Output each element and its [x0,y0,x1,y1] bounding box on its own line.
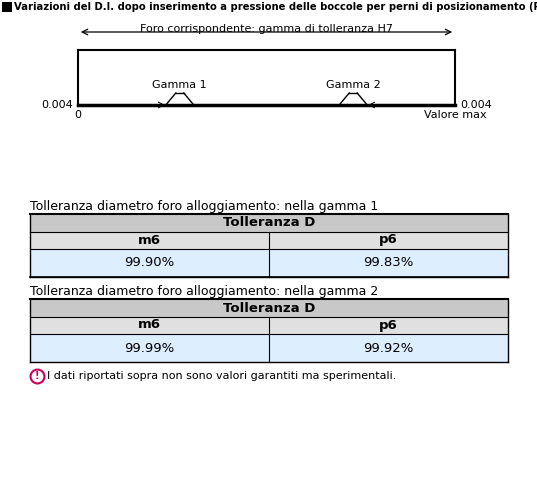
Text: Tolleranza diametro foro alloggiamento: nella gamma 1: Tolleranza diametro foro alloggiamento: … [30,200,378,213]
Text: Foro corrispondente: gamma di tolleranza H7: Foro corrispondente: gamma di tolleranza… [140,24,393,34]
Text: I dati riportati sopra non sono valori garantiti ma sperimentali.: I dati riportati sopra non sono valori g… [47,371,396,381]
Text: 99.92%: 99.92% [363,341,413,355]
Text: Tolleranza D: Tolleranza D [223,216,315,229]
Text: p6: p6 [379,233,397,247]
Text: !: ! [35,371,39,381]
Text: 99.99%: 99.99% [124,341,174,355]
Text: m6: m6 [137,233,161,247]
Text: Tolleranza diametro foro alloggiamento: nella gamma 2: Tolleranza diametro foro alloggiamento: … [30,285,378,298]
Text: Variazioni del D.I. dopo inserimento a pressione delle boccole per perni di posi: Variazioni del D.I. dopo inserimento a p… [14,2,537,12]
Text: 0.004: 0.004 [41,100,73,110]
Text: Valore max: Valore max [424,110,487,120]
Text: m6: m6 [137,319,161,332]
Text: 99.90%: 99.90% [124,256,174,269]
Text: Gamma 2: Gamma 2 [326,80,381,90]
Text: Tolleranza D: Tolleranza D [223,301,315,314]
Text: 0.004: 0.004 [460,100,492,110]
Text: 99.83%: 99.83% [363,256,413,269]
Text: 0: 0 [75,110,82,120]
Text: Gamma 1: Gamma 1 [153,80,207,90]
Text: p6: p6 [379,319,397,332]
